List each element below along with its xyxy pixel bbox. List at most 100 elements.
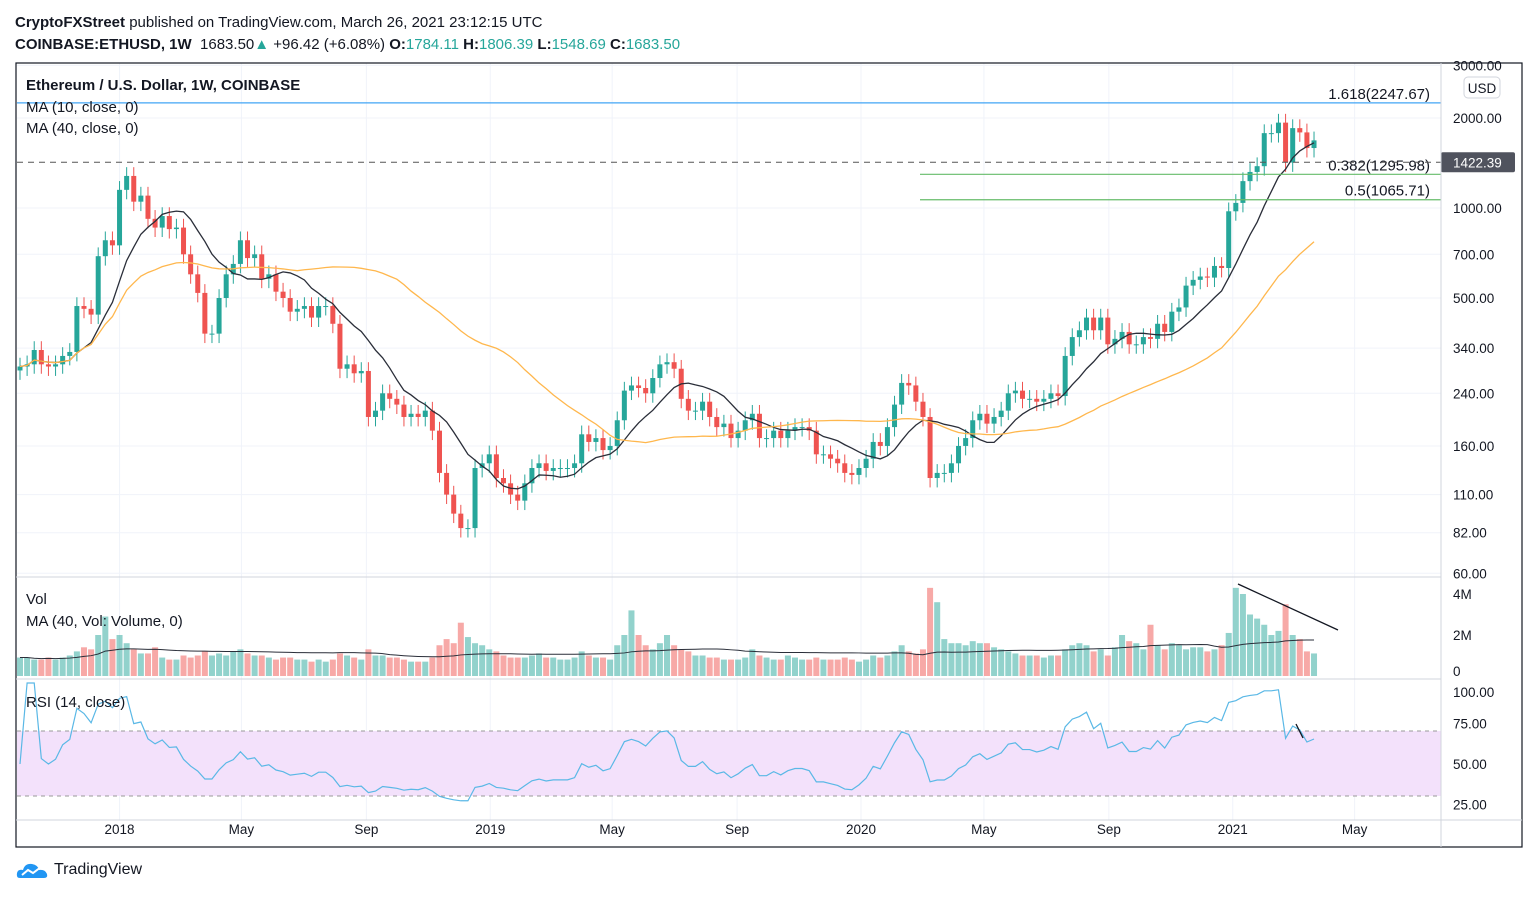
candle[interactable] xyxy=(380,384,386,421)
candle[interactable] xyxy=(650,369,656,403)
candle[interactable] xyxy=(1055,384,1061,406)
candle[interactable] xyxy=(337,314,343,379)
candle[interactable] xyxy=(749,404,755,430)
candle[interactable] xyxy=(145,186,151,229)
candle[interactable] xyxy=(1119,323,1125,349)
candle[interactable] xyxy=(1261,124,1267,176)
candle[interactable] xyxy=(67,343,73,366)
candle[interactable] xyxy=(1020,381,1026,409)
candle[interactable] xyxy=(984,404,990,434)
legend-volume-ma[interactable]: MA (40, Vol: Volume, 0) xyxy=(26,613,183,630)
candle[interactable] xyxy=(529,459,535,493)
candle[interactable] xyxy=(970,411,976,448)
candle[interactable] xyxy=(884,418,890,456)
candle[interactable] xyxy=(1133,335,1139,354)
candle[interactable] xyxy=(1226,202,1232,278)
candle[interactable] xyxy=(1197,267,1203,290)
candle[interactable] xyxy=(422,401,428,427)
candle[interactable] xyxy=(1126,323,1132,354)
candle[interactable] xyxy=(991,408,997,434)
candle[interactable] xyxy=(81,297,87,319)
candle[interactable] xyxy=(735,421,741,448)
candle[interactable] xyxy=(515,485,521,511)
candle[interactable] xyxy=(792,418,798,441)
candle[interactable] xyxy=(53,355,59,376)
candle[interactable] xyxy=(1041,390,1047,412)
candle[interactable] xyxy=(216,289,222,344)
candle[interactable] xyxy=(813,421,819,464)
candle[interactable] xyxy=(728,414,734,448)
legend-volume[interactable]: Vol xyxy=(26,591,47,608)
candle[interactable] xyxy=(700,392,706,421)
candle[interactable] xyxy=(102,231,108,266)
candle[interactable] xyxy=(628,376,634,401)
candle[interactable] xyxy=(543,454,549,481)
candle[interactable] xyxy=(1247,163,1253,191)
candle[interactable] xyxy=(1112,330,1118,354)
candle[interactable] xyxy=(1297,119,1303,142)
candle[interactable] xyxy=(508,474,514,505)
candle[interactable] xyxy=(692,401,698,421)
candle[interactable] xyxy=(429,401,435,441)
candle[interactable] xyxy=(138,186,144,212)
candle[interactable] xyxy=(721,414,727,437)
candle[interactable] xyxy=(202,284,208,344)
candle[interactable] xyxy=(280,282,286,308)
candle[interactable] xyxy=(685,390,691,421)
candle[interactable] xyxy=(316,297,322,328)
candle[interactable] xyxy=(365,362,371,427)
candle[interactable] xyxy=(1162,314,1168,342)
legend-ma10[interactable]: MA (10, close, 0) xyxy=(26,99,139,116)
candle[interactable] xyxy=(245,231,251,268)
candle[interactable] xyxy=(152,210,158,238)
candle[interactable] xyxy=(1254,157,1260,182)
candle[interactable] xyxy=(522,474,528,511)
candle[interactable] xyxy=(1062,347,1068,406)
candle[interactable] xyxy=(88,300,94,325)
candle[interactable] xyxy=(927,408,933,488)
candle[interactable] xyxy=(1275,113,1281,143)
candle[interactable] xyxy=(1169,302,1175,342)
volume-trendline[interactable] xyxy=(1237,583,1339,631)
candle[interactable] xyxy=(1012,381,1018,403)
candle[interactable] xyxy=(131,167,137,212)
candle[interactable] xyxy=(849,464,855,485)
candle[interactable] xyxy=(621,381,627,430)
candle[interactable] xyxy=(1027,390,1033,409)
candle[interactable] xyxy=(764,429,770,448)
legend-ma40[interactable]: MA (40, close, 0) xyxy=(26,120,139,137)
candle[interactable] xyxy=(17,357,23,380)
tradingview-logo[interactable]: TradingView xyxy=(16,860,142,880)
candle[interactable] xyxy=(159,207,165,238)
candle[interactable] xyxy=(586,425,592,452)
candle[interactable] xyxy=(1304,123,1310,158)
candle[interactable] xyxy=(948,454,954,483)
candle[interactable] xyxy=(593,429,599,452)
candle[interactable] xyxy=(173,218,179,239)
candle[interactable] xyxy=(799,418,805,437)
candle[interactable] xyxy=(266,265,272,289)
candle[interactable] xyxy=(387,384,393,409)
candle[interactable] xyxy=(181,218,187,264)
candle[interactable] xyxy=(564,459,570,478)
candle[interactable] xyxy=(60,347,66,374)
candle[interactable] xyxy=(671,353,677,379)
candle[interactable] xyxy=(344,355,350,379)
candle[interactable] xyxy=(1268,124,1274,143)
candle[interactable] xyxy=(956,437,962,473)
candle[interactable] xyxy=(1204,267,1210,288)
candle[interactable] xyxy=(472,459,478,538)
candle[interactable] xyxy=(1155,314,1161,349)
candle[interactable] xyxy=(820,445,826,464)
candle[interactable] xyxy=(486,445,492,473)
candle[interactable] xyxy=(31,341,37,374)
candle[interactable] xyxy=(351,355,357,383)
candle[interactable] xyxy=(1084,308,1089,340)
candle[interactable] xyxy=(870,433,876,469)
candle[interactable] xyxy=(636,376,642,398)
candle[interactable] xyxy=(977,404,983,430)
candle[interactable] xyxy=(1091,308,1097,340)
candle[interactable] xyxy=(899,374,905,415)
candle[interactable] xyxy=(1147,328,1153,349)
candle[interactable] xyxy=(643,379,649,403)
